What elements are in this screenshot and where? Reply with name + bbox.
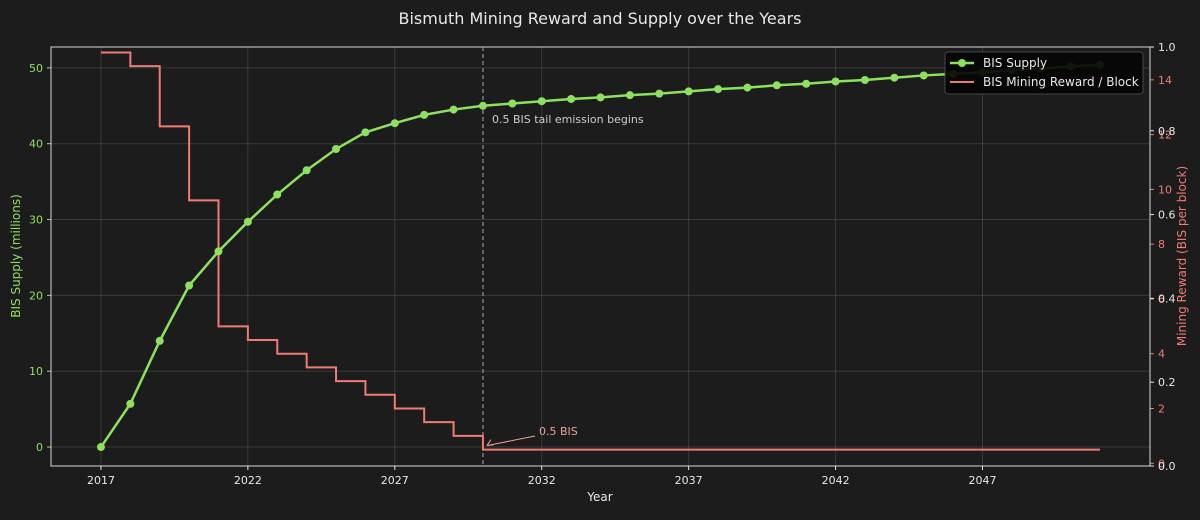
legend-box xyxy=(944,51,1144,95)
supply-point xyxy=(508,99,517,108)
y-axis-label-right: Mining Reward (BIS per block) xyxy=(1175,166,1189,346)
supply-point xyxy=(772,81,781,90)
y-left-tick-label: 40 xyxy=(29,138,43,151)
arrow-head xyxy=(486,439,495,447)
supply-point xyxy=(214,247,223,256)
supply-point xyxy=(625,91,634,100)
supply-point xyxy=(390,119,399,128)
y-left-tick-label: 20 xyxy=(29,289,43,302)
y-right-tick-label: 12 xyxy=(1158,129,1172,142)
supply-point xyxy=(860,75,869,84)
supply-point xyxy=(449,105,458,114)
legend-supply-marker xyxy=(958,59,966,67)
supply-point xyxy=(361,128,370,137)
y-right-tick-label: 2 xyxy=(1158,402,1165,415)
y-extra-tick-label: 0.6 xyxy=(1158,209,1176,222)
supply-point xyxy=(890,73,899,82)
x-tick-label: 2047 xyxy=(969,474,997,487)
axes: 2017 2022 2027 2032 2037 2042 2047010203040500… xyxy=(29,41,1176,487)
y-left-tick-label: 30 xyxy=(29,214,43,227)
legend-reward-label: BIS Mining Reward / Block xyxy=(983,75,1139,89)
y-left-tick-label: 0 xyxy=(36,441,43,454)
reward-step-line xyxy=(100,51,1101,451)
y-right-tick-label: 6 xyxy=(1158,293,1165,306)
supply-point xyxy=(96,443,105,452)
y-extra-tick-label: 0.0 xyxy=(1158,460,1176,473)
y-right-tick-label: 0 xyxy=(1158,457,1165,470)
supply-point xyxy=(185,281,194,290)
supply-point xyxy=(332,145,341,154)
y-extra-tick-label: 1.0 xyxy=(1158,41,1176,54)
x-tick-label: 2022 xyxy=(234,474,262,487)
x-tick-label: 2037 xyxy=(675,474,703,487)
plot-frame xyxy=(50,46,1151,467)
supply-point xyxy=(567,94,576,103)
supply-point xyxy=(155,336,164,345)
tail-emission-label: 0.5 BIS tail emission begins xyxy=(492,113,644,126)
supply-point xyxy=(126,399,135,408)
supply-point xyxy=(596,93,605,102)
x-tick-label: 2017 xyxy=(87,474,115,487)
arrow-line xyxy=(486,435,536,447)
legend: BIS Supply BIS Mining Reward / Block xyxy=(944,51,1144,95)
x-axis-label: Year xyxy=(586,490,612,504)
chart-title: Bismuth Mining Reward and Supply over th… xyxy=(399,9,802,28)
x-tick-label: 2042 xyxy=(822,474,850,487)
supply-point xyxy=(831,77,840,86)
arrow-label: 0.5 BIS xyxy=(539,425,578,438)
supply-point xyxy=(802,79,811,88)
y-right-tick-label: 10 xyxy=(1158,183,1172,196)
supply-point xyxy=(302,166,311,175)
supply-point xyxy=(919,71,928,80)
supply-point xyxy=(420,110,429,119)
y-extra-tick-label: 0.4 xyxy=(1158,292,1176,305)
y-left-tick-label: 10 xyxy=(29,365,43,378)
grid xyxy=(51,47,1150,466)
y-extra-tick-label: 0.8 xyxy=(1158,125,1176,138)
y-right-tick-label: 4 xyxy=(1158,348,1165,361)
supply-point xyxy=(537,97,546,106)
supply-point xyxy=(273,190,282,199)
supply-point xyxy=(743,83,752,92)
y-left-tick-label: 50 xyxy=(29,62,43,75)
supply-point xyxy=(478,101,487,110)
x-tick-label: 2032 xyxy=(528,474,556,487)
supply-point xyxy=(243,217,252,226)
supply-point xyxy=(684,87,693,96)
supply-point xyxy=(714,85,723,94)
y-right-tick-label: 14 xyxy=(1158,74,1172,87)
supply-point xyxy=(655,89,664,98)
y-extra-tick-label: 0.2 xyxy=(1158,376,1176,389)
legend-supply-label: BIS Supply xyxy=(983,56,1047,70)
y-axis-label-left: BIS Supply (millions) xyxy=(9,194,23,318)
y-right-tick-label: 8 xyxy=(1158,238,1165,251)
x-tick-label: 2027 xyxy=(381,474,409,487)
